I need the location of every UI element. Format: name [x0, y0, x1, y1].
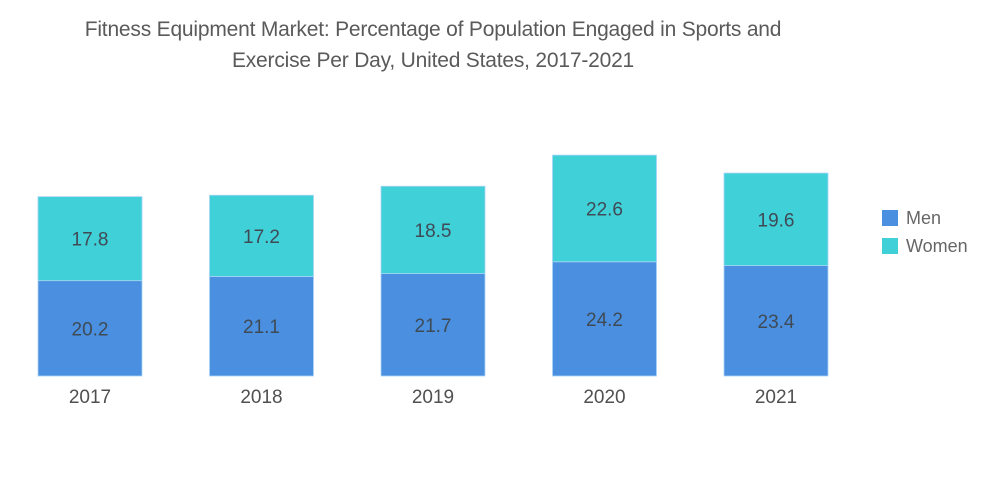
- x-tick-label-2017: 2017: [69, 387, 111, 408]
- bar-women-2019: [380, 185, 486, 274]
- legend-item-men: Men: [882, 204, 968, 232]
- data-label-men-2020: 24.2: [586, 310, 623, 331]
- legend-swatch-women: [882, 238, 898, 254]
- data-label-women-2020: 22.6: [586, 199, 623, 220]
- bar-women-2021: [723, 172, 829, 266]
- data-label-women-2018: 17.2: [243, 227, 280, 248]
- bar-men-2017: [37, 280, 143, 377]
- chart-legend: Men Women: [882, 204, 968, 260]
- bar-women-2017: [37, 196, 143, 282]
- data-label-women-2017: 17.8: [72, 230, 109, 251]
- x-tick-label-2019: 2019: [412, 387, 454, 408]
- bar-men-2020: [552, 261, 657, 377]
- bar-men-2021: [723, 265, 829, 377]
- data-label-men-2021: 23.4: [758, 312, 795, 333]
- x-tick-label-2018: 2018: [240, 387, 282, 408]
- data-label-men-2019: 21.7: [415, 316, 452, 337]
- bar-men-2018: [209, 276, 314, 377]
- chart-title-line-1: Fitness Equipment Market: Percentage of …: [84, 18, 782, 41]
- bar-women-2020: [552, 154, 657, 263]
- x-tick-label-2021: 2021: [755, 387, 797, 408]
- data-label-women-2019: 18.5: [415, 221, 452, 242]
- data-label-men-2017: 20.2: [72, 319, 109, 340]
- legend-label-women: Women: [906, 235, 968, 256]
- legend-swatch-men: [882, 210, 898, 226]
- data-label-men-2018: 21.1: [243, 317, 280, 338]
- legend-label-men: Men: [906, 207, 942, 228]
- data-label-women-2021: 19.6: [758, 210, 795, 231]
- chart-title: Fitness Equipment Market: Percentage of …: [0, 14, 866, 76]
- legend-item-women: Women: [882, 232, 968, 260]
- bar-women-2018: [209, 194, 314, 277]
- x-tick-label-2020: 2020: [583, 387, 625, 408]
- chart-title-line-2: Exercise Per Day, United States, 2017-20…: [231, 49, 635, 72]
